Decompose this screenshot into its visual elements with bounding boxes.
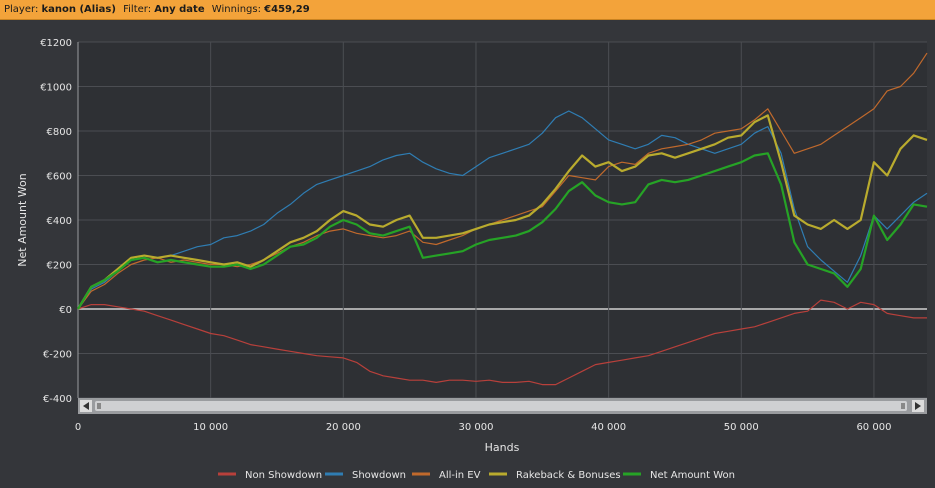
y-tick-label: €600: [47, 172, 72, 183]
scroll-thumb-grip-right: [901, 403, 905, 409]
player-label: Player:: [4, 4, 39, 15]
y-tick-label: €0: [59, 305, 72, 316]
x-tick-label: 0: [75, 422, 81, 433]
y-tick-label: €-400: [43, 394, 72, 405]
x-axis-ticks: 0 10 000 20 000 30 000 40 000 50 000 60 000: [75, 422, 892, 433]
filter-label: Filter:: [123, 4, 152, 15]
player-value: kanon (Alias): [41, 4, 116, 15]
x-tick-label: 20 000: [326, 422, 361, 433]
y-tick-label: €400: [47, 216, 72, 227]
legend-label: Non Showdown: [245, 470, 322, 481]
series-lines: [77, 52, 928, 386]
y-tick-label: €200: [47, 261, 72, 272]
grid-lines: [77, 41, 927, 399]
y-tick-label: €800: [47, 127, 72, 138]
scroll-thumb[interactable]: [95, 401, 907, 411]
legend-item-non-showdown[interactable]: Non Showdown: [218, 470, 322, 481]
y-tick-label: €1200: [40, 38, 72, 49]
y-tick-label: €1000: [40, 83, 72, 94]
legend[interactable]: Non Showdown Showdown All-in EV Rakeback & …: [218, 470, 735, 481]
legend-label: Rakeback & Bonuses: [516, 470, 621, 481]
legend-item-net-amount-won[interactable]: Net Amount Won: [623, 470, 735, 481]
legend-item-rakeback-bonuses[interactable]: Rakeback & Bonuses: [489, 470, 621, 481]
legend-item-all-in-ev[interactable]: All-in EV: [412, 470, 481, 481]
x-tick-label: 30 000: [458, 422, 493, 433]
series-line-non-showdown: [77, 299, 927, 386]
winnings-value: €459,29: [264, 4, 310, 15]
left-arrow-icon: [83, 402, 89, 410]
series-line-showdown: [77, 110, 928, 310]
y-tick-label: €-200: [43, 350, 72, 361]
series-line-net-amount-won: [77, 152, 928, 310]
x-tick-label: 50 000: [724, 422, 759, 433]
winnings-label: Winnings:: [211, 4, 261, 15]
y-axis-ticks: €-400 €-200 €0 €200 €400 €600 €800 €1000 €1200: [40, 38, 72, 405]
x-tick-label: 40 000: [591, 422, 626, 433]
x-tick-label: 10 000: [193, 422, 228, 433]
filter-value[interactable]: Any date: [154, 4, 205, 15]
x-axis-title: Hands: [485, 441, 520, 454]
right-arrow-icon: [915, 402, 921, 410]
scroll-thumb-grip-left: [97, 403, 101, 409]
horizontal-scrollbar[interactable]: [78, 398, 927, 414]
legend-label: Net Amount Won: [650, 470, 735, 481]
series-line-rakeback-bonuses: [77, 114, 928, 310]
player-info-bar: Player: kanon (Alias) Filter: Any date W…: [0, 0, 935, 20]
legend-item-showdown[interactable]: Showdown: [325, 470, 406, 481]
graph-panel[interactable]: €-400 €-200 €0 €200 €400 €600 €800 €1000 €1200 0…: [0, 21, 935, 488]
y-axis-title: Net Amount Won: [16, 173, 29, 266]
legend-label: Showdown: [352, 470, 406, 481]
x-tick-label: 60 000: [856, 422, 891, 433]
legend-label: All-in EV: [439, 470, 481, 481]
